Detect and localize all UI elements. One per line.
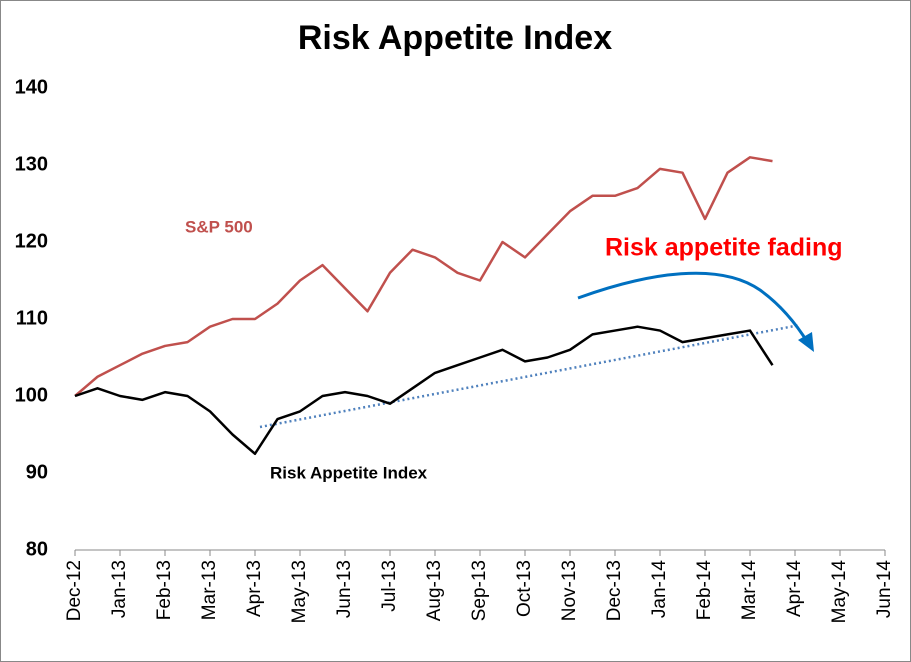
- x-tick-label: Dec-12: [64, 560, 85, 621]
- x-tick-label: Mar-13: [199, 560, 220, 620]
- x-tick-label: Apr-14: [784, 560, 805, 617]
- y-tick-label: 120: [15, 230, 48, 252]
- trend-line: [259, 323, 801, 429]
- x-tick-label: Jun-14: [874, 560, 895, 619]
- series-label: Risk Appetite Index: [270, 463, 428, 482]
- x-tick-label: Jul-13: [379, 560, 400, 612]
- chart-title: Risk Appetite Index: [298, 19, 612, 57]
- x-tick-label: Dec-13: [604, 560, 625, 621]
- annotation: Risk appetite fading: [605, 234, 843, 262]
- x-tick-label: Jan-13: [109, 560, 130, 618]
- y-tick-label: 80: [26, 538, 48, 560]
- x-tick-label: Aug-13: [424, 560, 445, 621]
- x-tick-label: Nov-13: [559, 560, 580, 621]
- x-tick-label: May-14: [829, 560, 850, 624]
- y-tick-label: 140: [15, 76, 48, 98]
- arrow: [577, 271, 810, 344]
- x-tick-label: Apr-13: [244, 560, 265, 617]
- series-line: [74, 325, 774, 455]
- arrow-head: [798, 332, 814, 352]
- y-tick-label: 110: [16, 307, 48, 329]
- x-tick-label: Mar-14: [739, 560, 760, 621]
- series-line: [74, 156, 773, 397]
- x-tick-label: Oct-13: [514, 560, 535, 617]
- y-tick-label: 100: [15, 384, 48, 406]
- x-tick-label: Sep-13: [469, 560, 490, 621]
- y-tick-label: 90: [26, 461, 48, 483]
- x-tick-label: Jun-13: [334, 560, 355, 618]
- series-label: S&P 500: [185, 217, 253, 236]
- y-tick-label: 130: [15, 153, 48, 175]
- x-tick-label: Feb-13: [154, 560, 175, 620]
- x-tick-label: May-13: [289, 560, 310, 623]
- x-tick-label: Feb-14: [694, 560, 715, 621]
- x-tick-label: Jan-14: [649, 560, 670, 619]
